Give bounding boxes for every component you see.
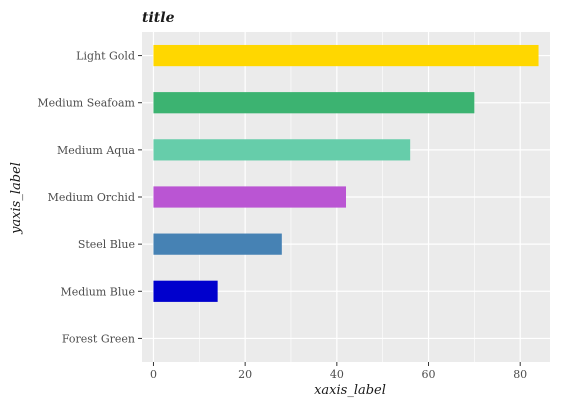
y-tick-label: Medium Orchid	[48, 191, 135, 204]
y-tick-label: Light Gold	[76, 50, 135, 63]
x-tick-labels: 0 20 40 60 80	[150, 362, 527, 381]
bar	[153, 92, 475, 114]
x-tick-label: 20	[238, 368, 252, 381]
x-tick-label: 0	[150, 368, 157, 381]
y-tick-labels: Forest Green Medium Blue Steel Blue Medium …	[37, 50, 142, 345]
x-tick-label: 60	[422, 368, 436, 381]
bar	[153, 186, 346, 208]
y-axis-label: yaxis_label	[9, 162, 24, 235]
bar	[153, 280, 218, 302]
y-tick-label: Steel Blue	[78, 238, 135, 251]
x-tick-label: 80	[513, 368, 527, 381]
bar	[153, 139, 411, 161]
x-axis-label: xaxis_label	[314, 383, 386, 398]
bar	[153, 233, 282, 255]
x-tick-label: 40	[330, 368, 344, 381]
y-tick-label: Medium Aqua	[57, 144, 135, 157]
y-tick-label: Forest Green	[62, 332, 135, 345]
bar	[153, 44, 539, 67]
bars	[153, 44, 539, 302]
chart-title: title	[142, 10, 175, 26]
y-tick-label: Medium Seafoam	[37, 97, 135, 110]
y-tick-label: Medium Blue	[60, 285, 135, 298]
